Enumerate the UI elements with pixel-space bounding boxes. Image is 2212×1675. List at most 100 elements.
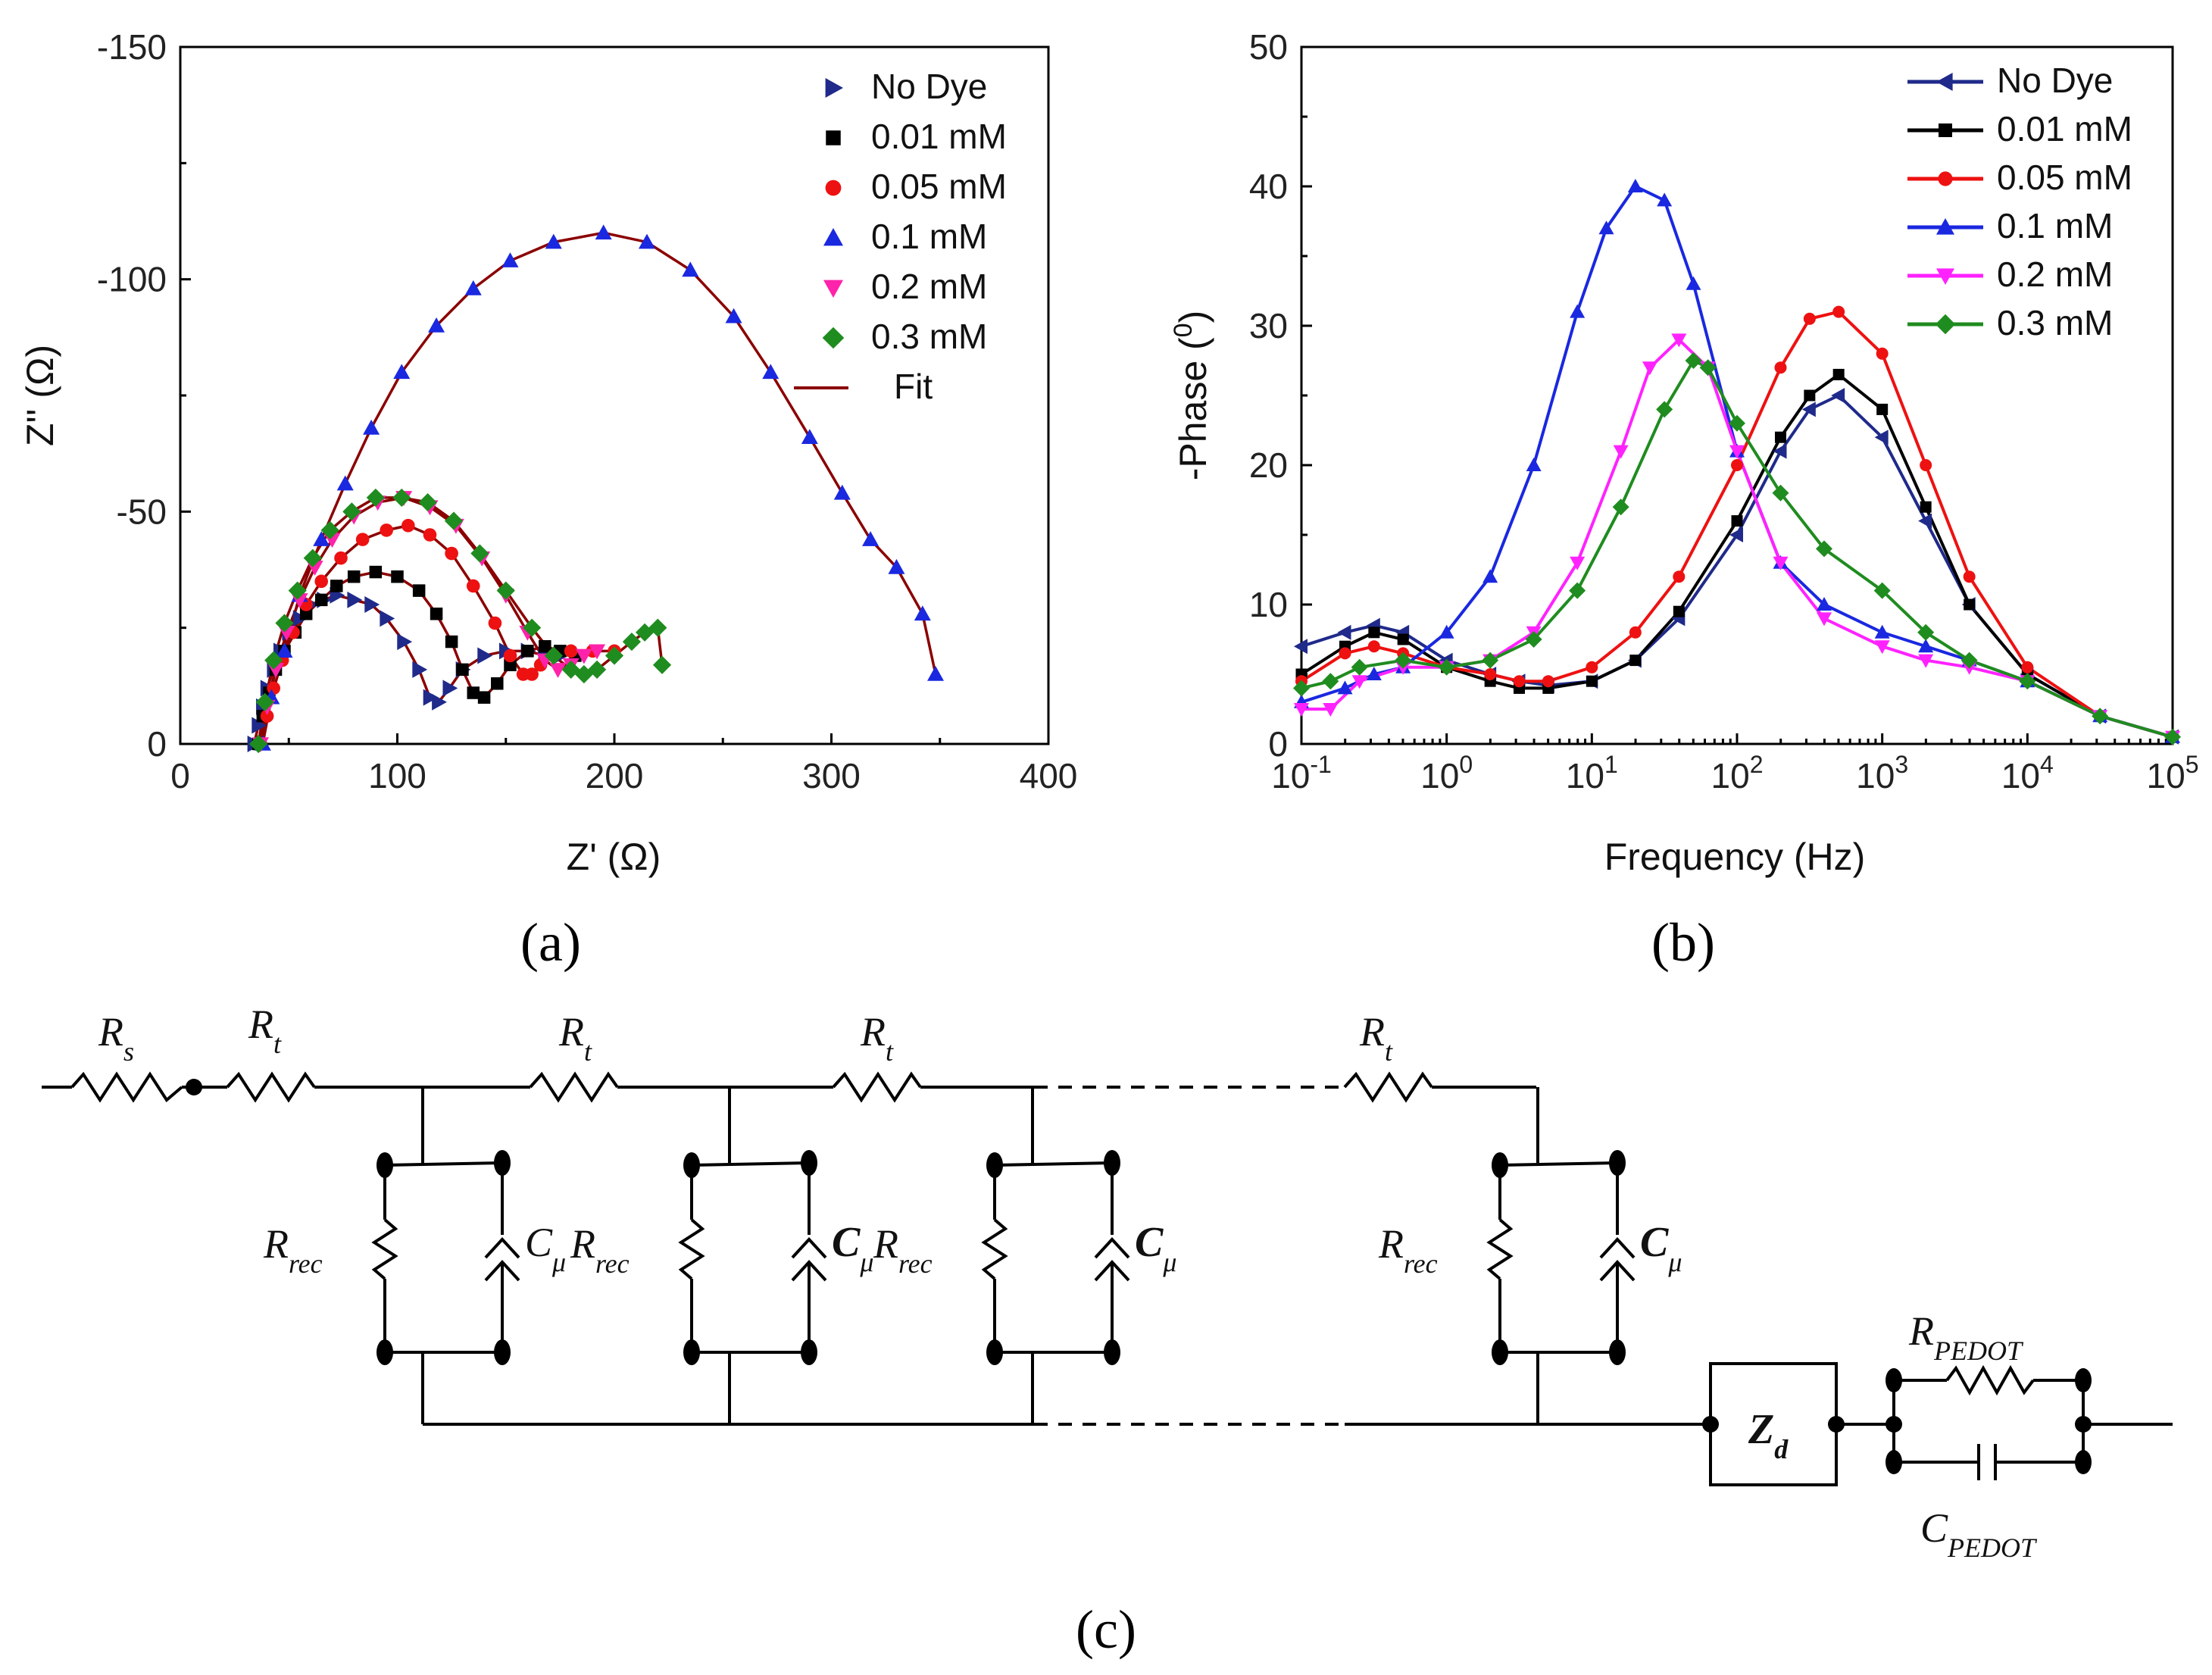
data-point: [648, 618, 667, 637]
data-point: [1337, 624, 1351, 640]
data-point: [682, 261, 699, 277]
panel-b-x-tick-label: 104: [2001, 751, 2054, 795]
data-point: [267, 681, 280, 695]
data-point: [1673, 570, 1686, 583]
data-point: [391, 570, 404, 583]
legend-marker: [825, 78, 843, 98]
data-point: [347, 570, 361, 583]
resistor-rrec: [981, 1218, 1008, 1280]
panel-a-ticks: 0 100 200 300 400 0 -50 -100 -150: [97, 27, 1077, 795]
legend-label: No Dye: [871, 67, 987, 106]
data-point: [430, 608, 443, 620]
legend-label: 0.01 mM: [1997, 109, 2132, 148]
data-point: [1642, 361, 1657, 376]
data-point: [347, 591, 363, 608]
data-point: [423, 528, 437, 542]
cmu-label: Cμ: [525, 1220, 566, 1277]
data-point: [1570, 556, 1586, 570]
data-point: [888, 558, 905, 574]
panel-label-c: (c): [1076, 1599, 1136, 1660]
panel-a-y-axis-label: Z'' (Ω): [19, 345, 61, 446]
data-point: [491, 677, 504, 690]
data-point: [380, 523, 393, 537]
cmu-label: Cμ: [1135, 1219, 1176, 1277]
node-rs: [186, 1079, 202, 1095]
data-point: [523, 618, 542, 637]
data-point: [1774, 361, 1787, 374]
data-point: [605, 646, 624, 665]
data-point: [544, 646, 563, 665]
data-point: [380, 610, 395, 627]
data-point: [1570, 304, 1586, 318]
legend-label: 0.3 mM: [1997, 303, 2113, 342]
data-point: [1686, 276, 1701, 290]
rc-cell: Rrec Cμ: [873, 1087, 1176, 1424]
cpedot-label: CPEDOT: [1920, 1505, 2038, 1563]
data-point: [334, 551, 348, 565]
data-point: [418, 492, 437, 512]
data-point: [1542, 675, 1554, 688]
rc-cells: Rrec Cμ Rrec Cμ Rrec Cμ Rrec Cμ: [263, 1087, 1682, 1424]
data-point: [1917, 623, 1935, 641]
data-point: [1367, 640, 1380, 653]
resistor-rpedot: [1945, 1364, 2035, 1396]
data-point: [549, 663, 567, 678]
tick-exponent: 2: [1750, 751, 1764, 778]
data-point: [1832, 368, 1845, 380]
data-point: [545, 233, 562, 249]
data-point: [401, 518, 415, 533]
panel-a-x-tick-label: 300: [802, 756, 861, 795]
data-point: [1832, 305, 1845, 318]
data-point: [432, 693, 447, 711]
data-point: [260, 709, 274, 723]
data-point: [2092, 708, 2109, 725]
panel-b-x-tick-label: 103: [1856, 751, 1908, 795]
legend-marker: [1936, 73, 1953, 91]
data-point: [504, 658, 517, 671]
panel-b-x-tick-label: 100: [1420, 751, 1473, 795]
panel-b-y-axis-label: -Phase (0): [1169, 311, 1214, 481]
resistor-rt-3: [832, 1071, 922, 1103]
capacitor-plate: [791, 1237, 827, 1259]
data-point: [1525, 631, 1542, 648]
legend-marker: [1936, 218, 1954, 235]
data-point: [364, 596, 380, 613]
data-point: [445, 546, 458, 561]
panel-a-y-tick-label: 0: [147, 724, 167, 764]
data-point: [638, 233, 655, 249]
rc-cell: Rrec Cμ: [263, 1087, 566, 1424]
data-point: [762, 364, 780, 380]
panel-label-a: (a): [520, 912, 581, 973]
legend-label: No Dye: [1997, 61, 2113, 100]
data-point: [1831, 388, 1845, 403]
legend-label: 0.05 mM: [871, 167, 1007, 206]
data-point: [1629, 655, 1642, 667]
data-point: [1817, 612, 1832, 627]
rrec-label: Rrec: [263, 1221, 323, 1279]
rs-label: Rs: [98, 1009, 134, 1067]
data-point: [801, 429, 818, 444]
tick-exponent: 1: [1604, 751, 1618, 778]
legend-label: 0.1 mM: [871, 217, 987, 256]
data-point: [725, 308, 742, 323]
data-point: [501, 252, 519, 267]
data-point: [314, 593, 328, 607]
data-point: [412, 661, 428, 678]
panel-b-y-tick-label: 10: [1249, 585, 1288, 624]
data-point: [466, 579, 480, 593]
legend-label: 0.05 mM: [1997, 158, 2132, 197]
data-point: [423, 689, 439, 706]
rpedot-label: RPEDOT: [1908, 1308, 2024, 1366]
data-point: [320, 520, 339, 539]
data-point: [1629, 626, 1642, 639]
panel-a-x-tick-label: 0: [170, 756, 190, 795]
data-point: [276, 642, 293, 658]
data-point: [330, 580, 343, 592]
cmu-label: Cμ: [832, 1219, 873, 1277]
legend-label: 0.3 mM: [871, 317, 987, 356]
legend-marker: [1939, 123, 1952, 137]
data-point: [1804, 389, 1816, 402]
data-point: [1685, 352, 1702, 369]
data-point: [477, 647, 493, 664]
